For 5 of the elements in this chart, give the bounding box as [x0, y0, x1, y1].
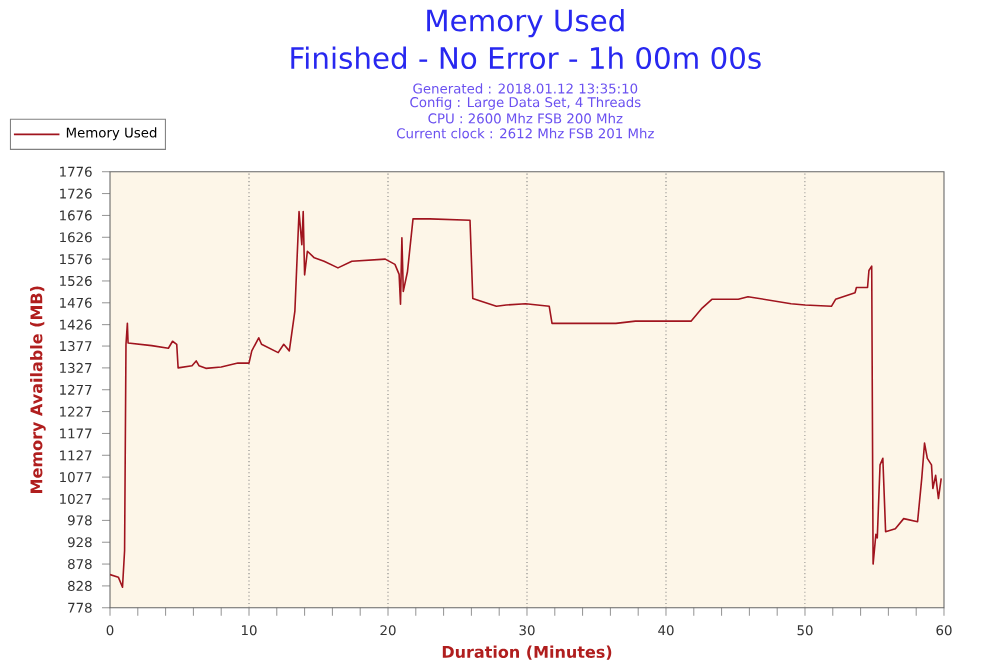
- chart-title: Memory Used: [427, 9, 624, 38]
- line-series: [110, 210, 943, 589]
- chart-subtitle: Finished - No Error - 1h 00m 00s: [291, 46, 761, 70]
- y-axis-title: Memory Available (MB): [30, 286, 46, 494]
- x-axis-title: Duration (Minutes): [442, 645, 612, 660]
